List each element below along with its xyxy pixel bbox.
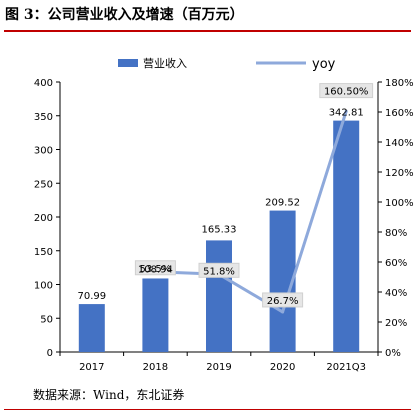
yoy-point	[344, 109, 348, 113]
bars-layer	[78, 120, 360, 353]
legend-swatch-revenue	[118, 59, 138, 67]
x-tick-label: 2021Q3	[326, 362, 366, 373]
title-rule	[4, 30, 411, 32]
left-tick-label: 100	[34, 281, 53, 292]
yoy-data-label: 53.5%	[140, 264, 172, 275]
x-tick-label: 2020	[270, 362, 295, 373]
x-tick-label: 2018	[143, 362, 168, 373]
revenue-bar	[142, 278, 169, 352]
left-tick-label: 150	[34, 247, 53, 258]
bar-value-label: 342.81	[329, 108, 364, 119]
revenue-bar	[333, 120, 360, 353]
yoy-label-box	[134, 260, 176, 276]
right-tick-label: 40%	[385, 288, 407, 299]
left-tick-label: 200	[34, 213, 53, 224]
legend-layer: 营业收入 yoy	[118, 56, 336, 72]
revenue-bar	[78, 304, 105, 352]
yoy-line	[155, 110, 348, 314]
left-tick-label: 300	[34, 146, 53, 157]
left-tick-label: 400	[34, 78, 53, 89]
yoy-point	[281, 310, 285, 314]
yoy-data-label: 26.7%	[267, 296, 299, 307]
x-tick-label: 2017	[79, 362, 104, 373]
yoy-data-label: 160.50%	[324, 87, 369, 98]
left-tick-label: 50	[40, 314, 53, 325]
right-tick-label: 140%	[385, 138, 414, 149]
bar-value-label: 165.33	[202, 224, 237, 235]
left-tick-label: 250	[34, 179, 53, 190]
left-tick-label: 350	[34, 112, 53, 123]
legend-label-revenue: 营业收入	[143, 56, 187, 70]
labels-layer: 70.99 53.5%108.94 51.8% 165.33 26.7% 209.52 16…	[77, 83, 374, 308]
right-tick-label: 160%	[385, 108, 414, 119]
right-tick-label: 80%	[385, 228, 407, 239]
axes-layer: 0 50 100 150 200 250 300 350 400 0% 20% 40% 60% 80% 10…	[34, 78, 414, 373]
bar-value-label: 209.52	[265, 198, 300, 209]
right-tick-label: 120%	[385, 168, 414, 179]
right-tick-label: 100%	[385, 198, 414, 209]
bar-value-label: 108.94	[138, 264, 173, 275]
yoy-label-box	[319, 83, 374, 99]
left-tick-label: 0	[47, 348, 53, 359]
line-layer	[153, 109, 348, 314]
right-tick-label: 180%	[385, 78, 414, 89]
data-source-note: 数据来源：Wind，东北证券	[33, 388, 185, 402]
right-tick-label: 20%	[385, 318, 407, 329]
right-tick-label: 0%	[385, 348, 401, 359]
source-rule	[4, 409, 411, 410]
yoy-label-box	[262, 292, 304, 308]
legend-label-yoy: yoy	[312, 57, 336, 72]
yoy-data-label: 51.8%	[203, 266, 235, 277]
revenue-bar	[206, 240, 232, 352]
bar-value-label: 70.99	[77, 291, 106, 302]
yoy-label-box	[198, 262, 240, 278]
right-tick-label: 60%	[385, 258, 407, 269]
figure-title: 图 3：公司营业收入及增速（百万元）	[5, 7, 244, 23]
x-tick-label: 2019	[206, 362, 231, 373]
